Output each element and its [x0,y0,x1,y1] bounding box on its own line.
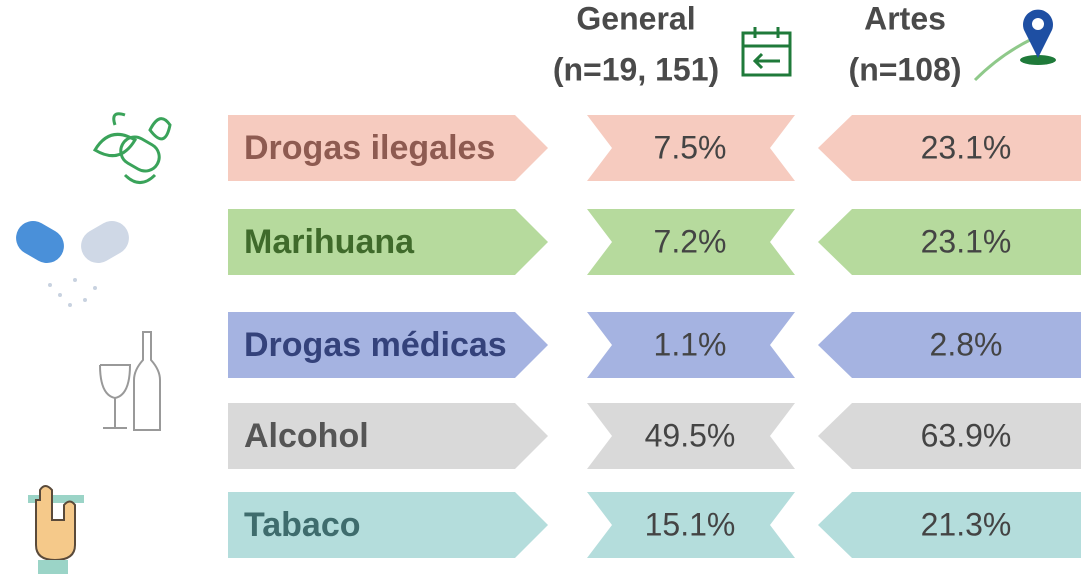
general-value: 15.1% [645,506,736,542]
general-title: General [576,0,695,36]
artes-value: 63.9% [921,417,1012,453]
general-banner [587,403,795,469]
artes-value: 23.1% [921,223,1012,259]
artes-banner [818,312,1081,378]
artes-banner [818,209,1081,275]
artes-value: 23.1% [921,129,1012,165]
general-value: 1.1% [654,326,727,362]
label-banner [228,403,548,469]
general-n: (n=19, 151) [553,51,719,87]
artes-banner [818,115,1081,181]
alcohol-icon [99,331,161,431]
general-value: 7.5% [654,129,727,165]
artes-banner [818,403,1081,469]
general-value: 49.5% [645,417,736,453]
row-label: Drogas ilegales [244,129,495,167]
herb-icon [92,112,172,184]
label-banner [228,209,548,275]
artes-n: (n=108) [849,51,962,87]
row-label: Tabaco [244,506,361,544]
label-banner [228,312,548,378]
pills-icon [16,221,129,307]
label-banner [228,492,548,558]
artes-value: 2.8% [930,326,1003,362]
label-banner [228,115,548,181]
row-label: Marihuana [244,223,415,261]
pin-icon [973,9,1056,82]
calendar-icon [741,27,792,77]
general-banner [587,115,795,181]
row-label: Drogas médicas [244,326,507,364]
general-banner [587,209,795,275]
general-banner [587,312,795,378]
row-label: Alcohol [244,417,369,455]
artes-value: 21.3% [921,506,1012,542]
general-banner [587,492,795,558]
tabaco-icon [28,485,84,574]
general-value: 7.2% [654,223,727,259]
artes-title: Artes [864,0,946,36]
artes-banner [818,492,1081,558]
